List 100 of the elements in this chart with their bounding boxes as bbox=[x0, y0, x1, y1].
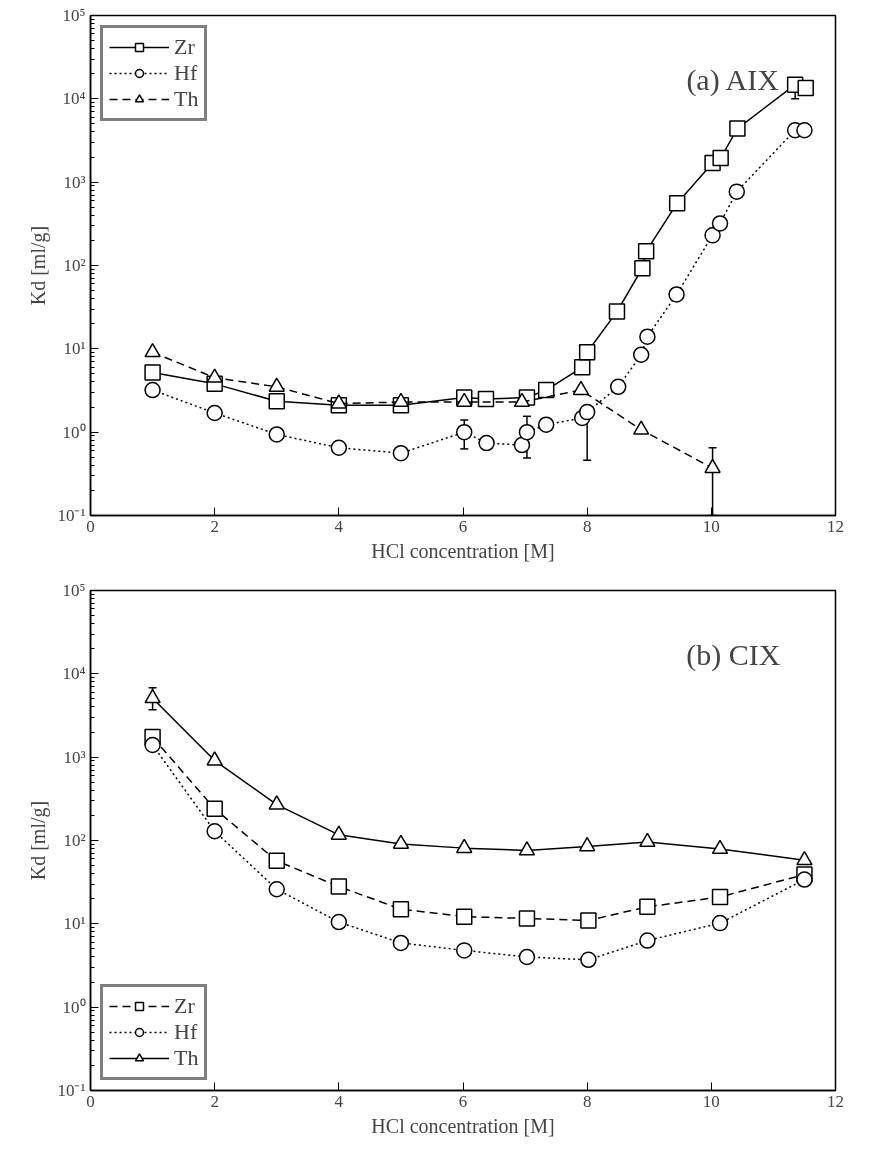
point bbox=[330, 394, 348, 409]
point bbox=[639, 328, 656, 345]
x-tick-label: 0 bbox=[86, 516, 95, 536]
point bbox=[796, 871, 813, 888]
x-tick-label: 4 bbox=[334, 1091, 344, 1111]
y-tick-label: 10¹ bbox=[63, 339, 86, 359]
point bbox=[455, 908, 473, 925]
point bbox=[144, 364, 161, 381]
point bbox=[268, 377, 285, 392]
point bbox=[639, 898, 656, 916]
point bbox=[392, 934, 410, 952]
point bbox=[455, 942, 473, 959]
point bbox=[632, 420, 650, 435]
point bbox=[518, 948, 536, 966]
y-tick-label: 10⁵ bbox=[62, 581, 86, 600]
y-tick-label: 10³ bbox=[63, 747, 86, 767]
point bbox=[144, 688, 161, 704]
x-axis-title: HCl concentration [M] bbox=[371, 539, 555, 562]
point bbox=[572, 380, 590, 396]
point bbox=[578, 344, 596, 361]
annotation: (a) AIX bbox=[686, 62, 780, 97]
point bbox=[268, 795, 285, 810]
point bbox=[478, 434, 495, 452]
y-tick-label: 10² bbox=[63, 256, 86, 275]
y-tick-label: 10² bbox=[63, 831, 86, 850]
point bbox=[268, 881, 285, 898]
point bbox=[392, 392, 410, 408]
point bbox=[330, 913, 348, 931]
point bbox=[711, 839, 729, 855]
y-axis-title: Kd [ml/g] bbox=[27, 800, 51, 881]
x-tick-label: 2 bbox=[210, 516, 219, 536]
point bbox=[518, 841, 536, 856]
legend-label: Zr bbox=[174, 993, 195, 1019]
point bbox=[330, 825, 348, 840]
point bbox=[268, 426, 285, 443]
x-tick-label: 8 bbox=[582, 516, 592, 536]
annotation: (b) CIX bbox=[686, 637, 781, 672]
x-tick-label: 12 bbox=[827, 1091, 844, 1111]
point bbox=[668, 286, 685, 303]
point bbox=[268, 852, 285, 870]
point bbox=[711, 914, 729, 932]
y-tick-label: 10⁵ bbox=[62, 6, 86, 25]
y-tick-label: 10⁻¹ bbox=[57, 506, 86, 525]
point bbox=[704, 227, 721, 244]
point bbox=[796, 121, 813, 139]
point bbox=[455, 838, 473, 854]
y-tick-label: 10⁰ bbox=[62, 422, 86, 442]
x-tick-label: 10 bbox=[702, 516, 720, 536]
point bbox=[632, 346, 650, 363]
point bbox=[330, 439, 348, 456]
point bbox=[518, 910, 536, 927]
point bbox=[392, 444, 410, 462]
point bbox=[206, 823, 223, 840]
x-tick-label: 4 bbox=[334, 516, 344, 536]
legend-label: Hf bbox=[174, 1019, 198, 1045]
y-tick-label: 10³ bbox=[63, 172, 86, 192]
point bbox=[704, 458, 721, 474]
legend-label: Th bbox=[174, 86, 199, 112]
point bbox=[609, 378, 627, 396]
point bbox=[513, 436, 531, 454]
point bbox=[728, 183, 746, 200]
point bbox=[455, 423, 473, 441]
point bbox=[206, 404, 223, 422]
point bbox=[578, 836, 596, 852]
x-tick-label: 12 bbox=[827, 516, 844, 536]
point bbox=[634, 259, 651, 277]
point bbox=[144, 736, 161, 754]
x-tick-label: 6 bbox=[458, 516, 468, 536]
legend-label: Zr bbox=[174, 34, 195, 60]
point bbox=[580, 912, 597, 929]
legend-label: Hf bbox=[174, 60, 198, 86]
point bbox=[639, 832, 656, 848]
point bbox=[268, 392, 285, 410]
point bbox=[668, 194, 686, 212]
point bbox=[206, 800, 223, 818]
point bbox=[537, 381, 555, 399]
legend-label: Th bbox=[174, 1045, 199, 1071]
y-tick-label: 10⁰ bbox=[62, 997, 86, 1017]
x-tick-label: 6 bbox=[458, 1091, 468, 1111]
x-tick-label: 0 bbox=[86, 1091, 95, 1111]
point bbox=[637, 243, 655, 260]
x-tick-label: 2 bbox=[210, 1091, 219, 1111]
point bbox=[206, 751, 223, 766]
x-axis-title: HCl concentration [M] bbox=[371, 1114, 555, 1137]
point bbox=[518, 423, 536, 441]
point bbox=[573, 359, 591, 376]
point bbox=[537, 416, 555, 433]
y-tick-label: 10¹ bbox=[63, 914, 86, 934]
point bbox=[206, 368, 223, 383]
point bbox=[144, 342, 161, 358]
y-tick-label: 10⁴ bbox=[62, 664, 86, 684]
point bbox=[513, 392, 531, 408]
point bbox=[392, 900, 410, 918]
point bbox=[712, 149, 729, 167]
point bbox=[392, 834, 410, 849]
y-axis-title: Kd [ml/g] bbox=[27, 225, 51, 306]
point bbox=[580, 951, 597, 969]
point bbox=[711, 888, 729, 906]
y-tick-label: 10⁻¹ bbox=[57, 1081, 86, 1100]
x-tick-label: 10 bbox=[702, 1091, 720, 1111]
